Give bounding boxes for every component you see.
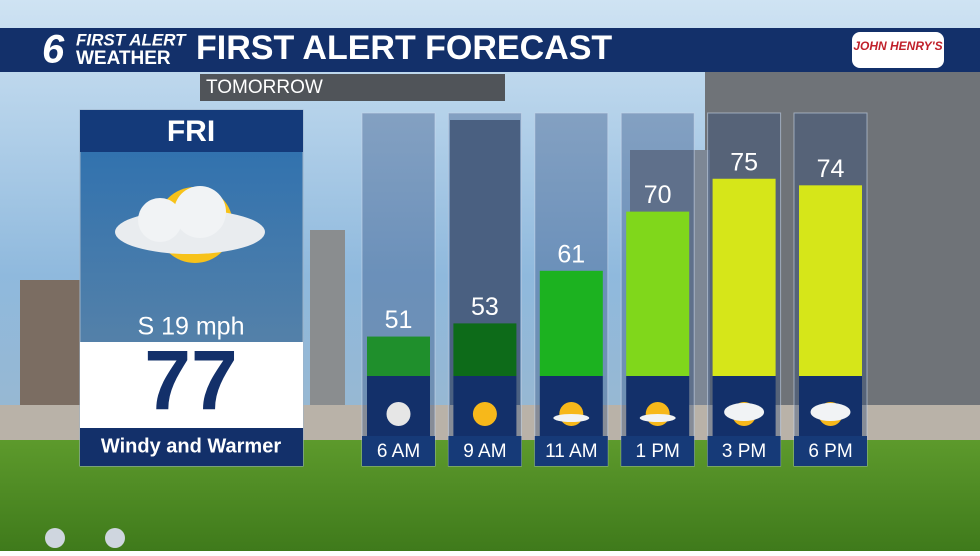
x-tick-label: 1 PM <box>636 441 680 462</box>
hourly-chart: 51 6 AM 53 9 AM 61 11 AM 70 1 PM 75 3 PM 74 6 PM <box>361 112 868 467</box>
bar <box>539 270 603 376</box>
day: FRI <box>167 115 215 148</box>
time-cell <box>794 436 867 466</box>
bar <box>799 185 862 376</box>
bar <box>453 323 517 376</box>
bar <box>712 178 776 376</box>
value-label: 74 <box>817 155 845 183</box>
cloud-icon <box>553 414 590 422</box>
value-label: 51 <box>385 306 413 334</box>
value-label: 53 <box>471 293 499 321</box>
value-label: 75 <box>730 148 758 176</box>
sponsor: JOHN HENRY'S <box>853 39 942 53</box>
chart-title: FIRST ALERT FORECAST <box>196 29 612 67</box>
wind: S 19 mph <box>137 313 244 341</box>
time-cell <box>621 436 695 466</box>
cloud-icon <box>639 414 676 422</box>
time-cell <box>362 436 435 466</box>
x-tick-label: 6 PM <box>808 441 852 462</box>
time-cell <box>448 436 522 466</box>
subtitle-band <box>200 74 505 101</box>
cloud-icon <box>810 403 851 421</box>
high-temp: 77 <box>144 333 237 427</box>
sun-icon <box>472 402 497 426</box>
bar <box>626 211 690 376</box>
x-tick-label: 6 AM <box>377 441 420 462</box>
logo-line2: WEATHER <box>76 48 171 69</box>
day-panel: FRI S 19 mph 77 Windy and Warmer <box>79 109 304 467</box>
logo-number: 6 <box>42 28 65 72</box>
sponsor-badge <box>852 32 944 68</box>
x-tick-label: 11 AM <box>545 441 597 462</box>
time-cell <box>707 436 781 466</box>
value-label: 70 <box>644 181 672 209</box>
x-tick-label: 3 PM <box>722 441 766 462</box>
value-label: 61 <box>557 240 585 268</box>
summary: Windy and Warmer <box>101 435 281 457</box>
header-band <box>0 28 980 72</box>
time-cell <box>534 436 608 466</box>
x-tick-label: 9 AM <box>463 441 506 462</box>
logo-line1: FIRST ALERT <box>76 30 187 49</box>
moon-icon <box>386 402 411 426</box>
bar <box>367 336 430 376</box>
chart-subtitle: TOMORROW <box>206 77 323 98</box>
cloud-icon <box>724 403 765 421</box>
